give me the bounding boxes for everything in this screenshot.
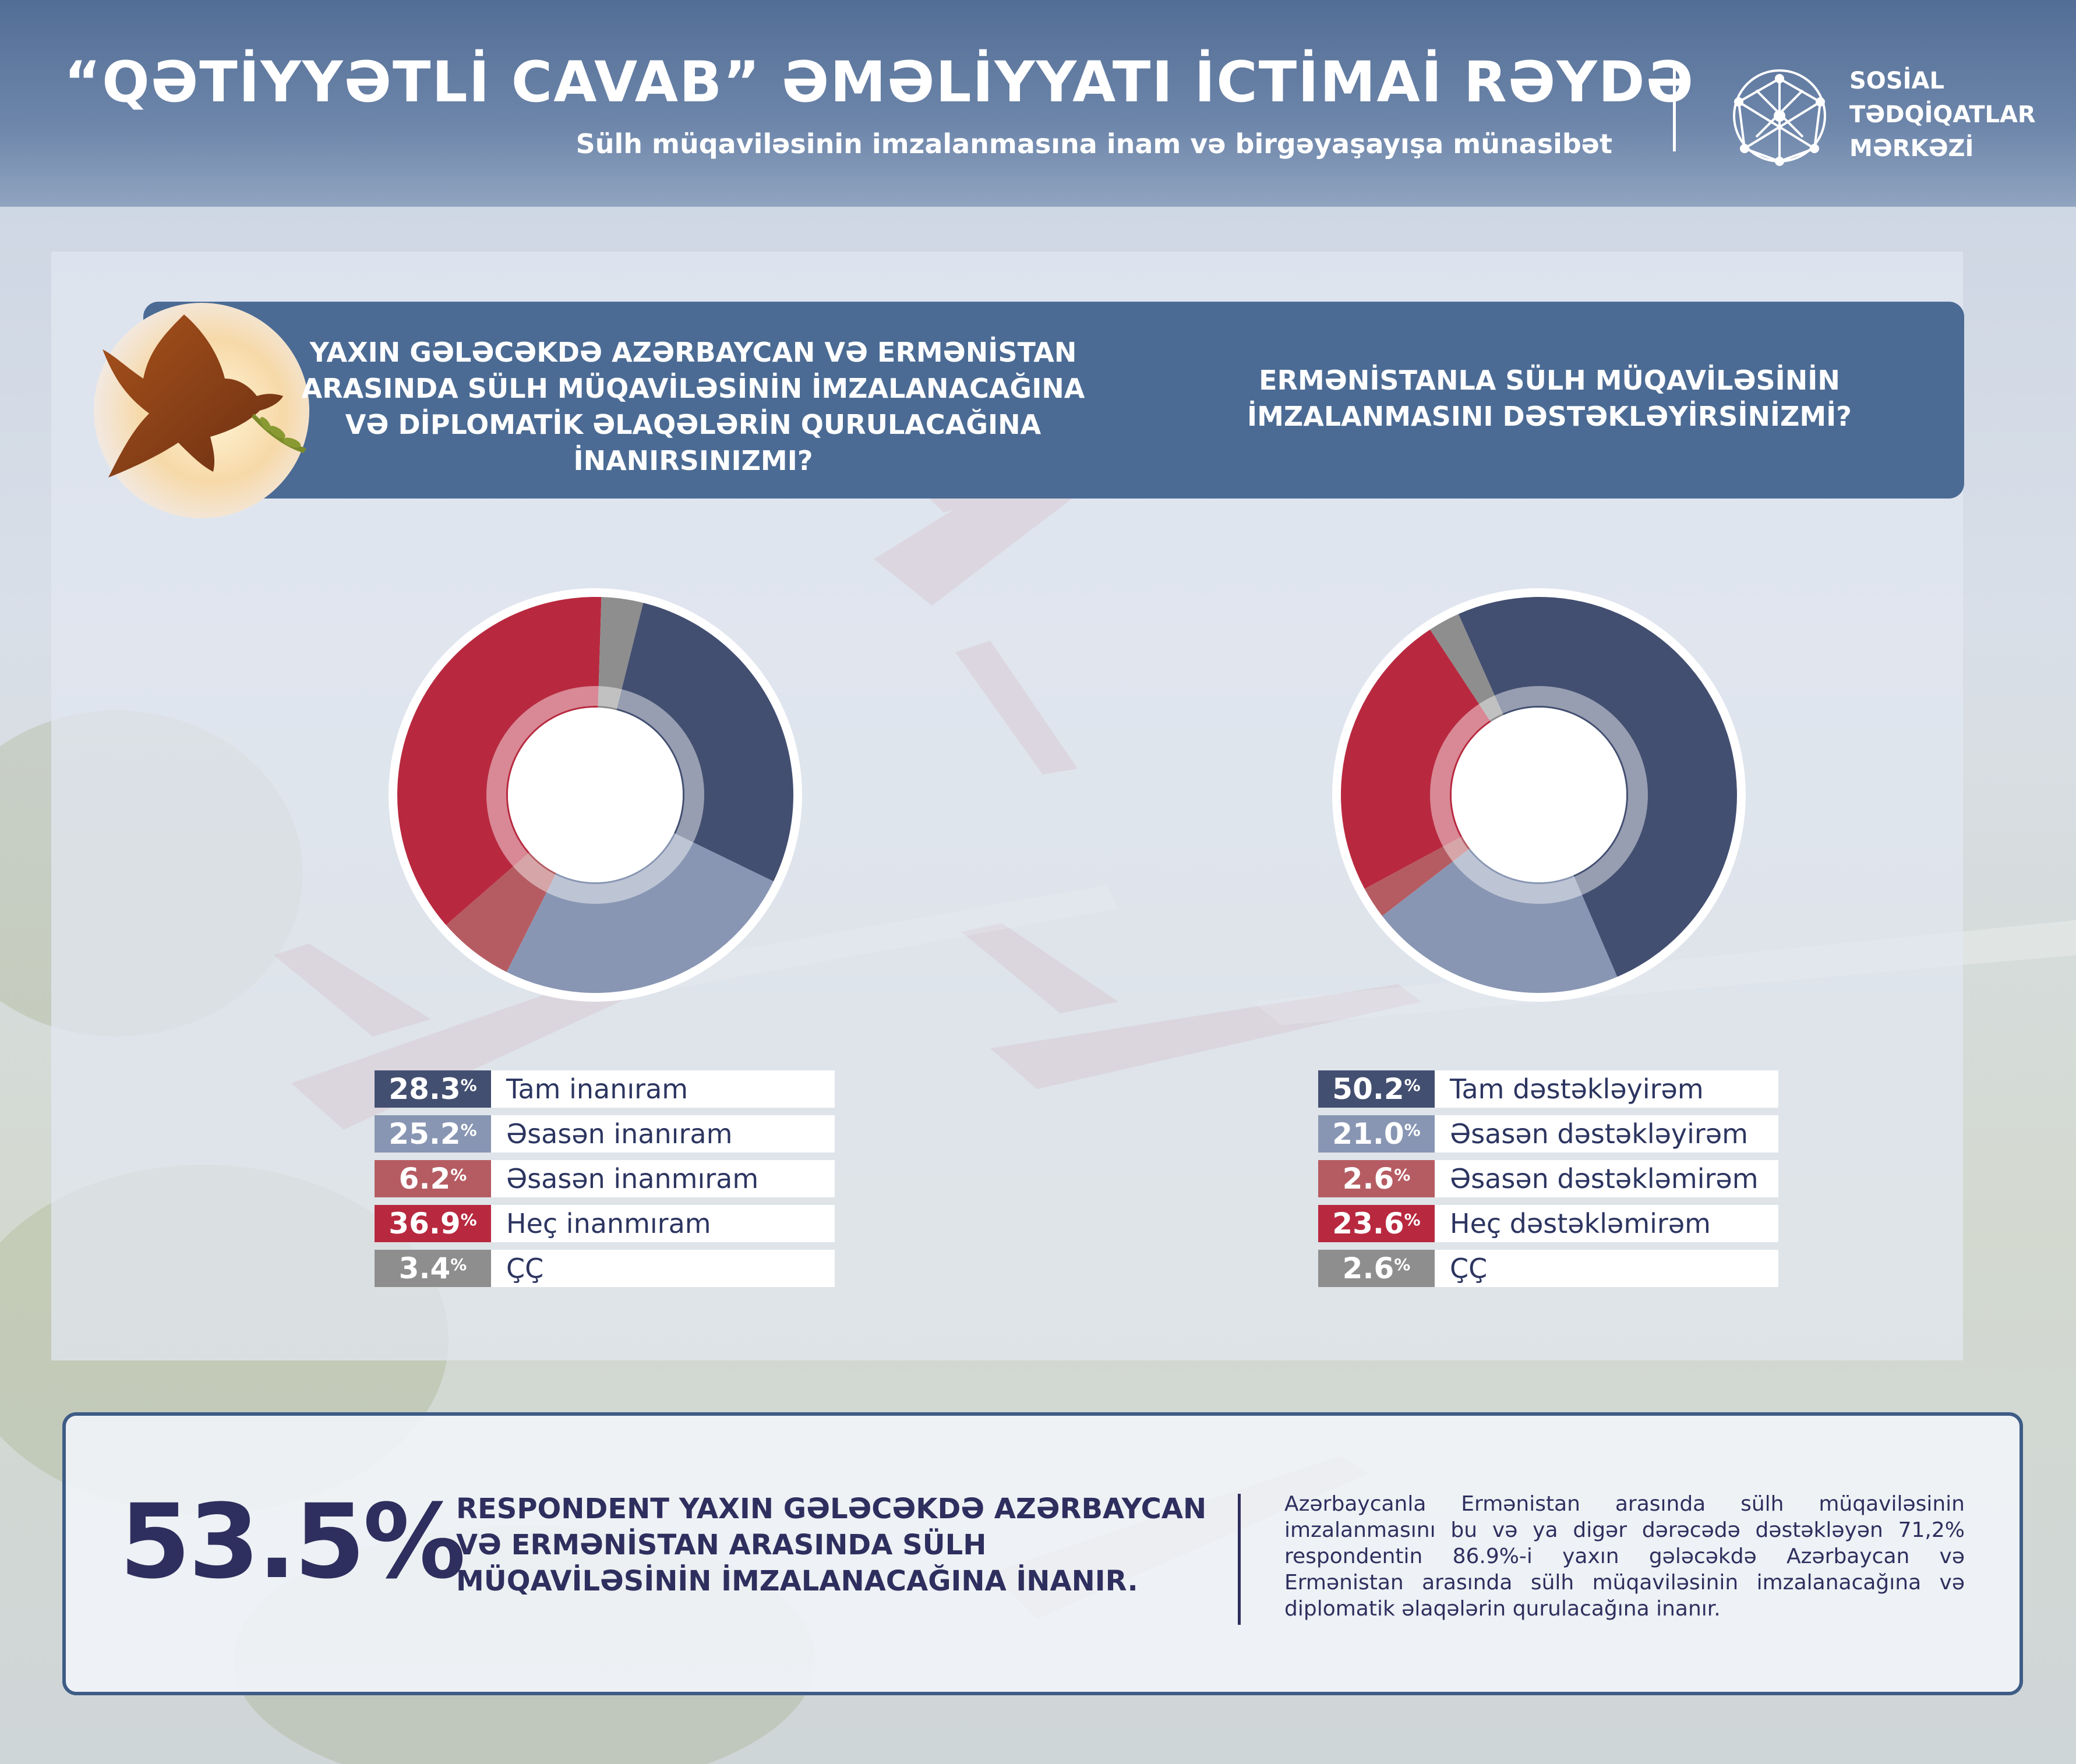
percent-unit: % <box>1404 1076 1421 1095</box>
percent-unit: % <box>460 1076 477 1095</box>
legend-label: Heç dəstəkləmirəm <box>1450 1208 1711 1239</box>
donut-slice <box>1341 630 1491 889</box>
legend-chart-2: 50.2% Tam dəstəkləyirəm 21.0% Əsasən dəstə… <box>1318 1070 1778 1295</box>
legend-value: 2.6 <box>1342 1252 1394 1285</box>
donut-slice <box>1382 848 1618 993</box>
legend-row: 3.4% ÇÇ <box>375 1250 835 1287</box>
page-subtitle: Sülh müqaviləsinin imzalanmasına inam və… <box>576 128 1612 160</box>
legend-label: Əsasən inanmıram <box>506 1163 759 1194</box>
legend-value: 36.9 <box>389 1207 461 1240</box>
donut-inner-ring <box>486 686 704 904</box>
summary-big-value: 53.5% <box>119 1482 466 1602</box>
donut-slice <box>1458 597 1737 977</box>
donut-slice <box>446 852 556 973</box>
legend-row: 28.3% Tam inanıram <box>375 1070 835 1108</box>
legend-value: 50.2 <box>1332 1072 1404 1106</box>
question-2: ERMƏNİSTANLA SÜLH MÜQAVİLƏSİNİN İMZALANM… <box>1247 365 1852 432</box>
legend-label: Tam inanıram <box>506 1073 689 1105</box>
legend-value: 23.6 <box>1332 1207 1404 1240</box>
legend-value-box: 6.2% <box>375 1160 491 1197</box>
legend-label: Əsasən dəstəkləyirəm <box>1450 1118 1748 1150</box>
legend-value: 25.2 <box>389 1117 461 1151</box>
percent-unit: % <box>460 1210 477 1229</box>
legend-value-box: 25.2% <box>375 1115 491 1153</box>
legend-value: 21.0 <box>1332 1117 1404 1151</box>
page-title: “QƏTİYYƏTLİ CAVAB” ƏMƏLİYYATI İCTİMAİ RƏ… <box>64 50 1695 115</box>
legend-value-box: 2.6% <box>1318 1160 1435 1197</box>
percent-unit: % <box>1394 1165 1411 1185</box>
donut-slice <box>397 597 602 925</box>
dove-with-olive-branch-icon <box>94 303 309 518</box>
summary-headline: RESPONDENT YAXIN GƏLƏCƏKDƏ AZƏRBAYCAN VƏ… <box>456 1493 1207 1597</box>
legend-value-box: 3.4% <box>375 1250 491 1287</box>
legend-chart-1: 28.3% Tam inanıram 25.2% Əsasən inanıram 6… <box>375 1070 835 1295</box>
legend-row: 23.6% Heç dəstəkləmirəm <box>1318 1205 1778 1242</box>
donut-hole <box>508 708 683 882</box>
legend-row: 6.2% Əsasən inanmıram <box>375 1160 835 1197</box>
legend-row: 21.0% Əsasən dəstəkləyirəm <box>1318 1115 1778 1153</box>
legend-value-box: 2.6% <box>1318 1250 1435 1287</box>
percent-unit: % <box>460 1120 477 1140</box>
percent-unit: % <box>450 1255 467 1274</box>
legend-row: 36.9% Heç inanmıram <box>375 1205 835 1242</box>
legend-value: 6.2 <box>398 1162 451 1196</box>
legend-value: 2.6 <box>1342 1162 1394 1196</box>
legend-value: 3.4 <box>398 1252 451 1285</box>
brand-line-1: SOSİAL <box>1849 68 1944 94</box>
legend-row: 2.6% Əsasən dəstəkləmirəm <box>1318 1160 1778 1197</box>
donut-slice <box>506 833 774 993</box>
donut-chart-1 <box>389 588 802 1002</box>
donut-slice <box>598 597 644 710</box>
header-divider <box>1673 67 1676 151</box>
donut-hole <box>1452 708 1626 882</box>
legend-value-box: 23.6% <box>1318 1205 1435 1242</box>
donut-slice <box>616 603 793 882</box>
summary-divider <box>1238 1494 1241 1625</box>
sphere-network-logo-icon <box>1733 69 1826 166</box>
legend-row: 50.2% Tam dəstəkləyirəm <box>1318 1070 1778 1108</box>
header-banner <box>0 0 2076 207</box>
donut-slice <box>1364 836 1470 916</box>
legend-label: Tam dəstəkləyirəm <box>1450 1073 1704 1105</box>
donut-chart-2 <box>1332 588 1746 1002</box>
legend-value-box: 21.0% <box>1318 1115 1435 1153</box>
legend-value: 28.3 <box>389 1072 461 1106</box>
donut-inner-ring <box>1430 686 1648 904</box>
brand-name: SOSİAL TƏDQİQATLAR MƏRKƏZİ <box>1849 64 2036 165</box>
legend-value-box: 28.3% <box>375 1070 491 1108</box>
brand-line-3: MƏRKƏZİ <box>1849 135 1974 162</box>
legend-value-box: 36.9% <box>375 1205 491 1242</box>
summary-text: Azərbaycanla Ermənistan arasında sülh mü… <box>1284 1492 1965 1621</box>
legend-value-box: 50.2% <box>1318 1070 1435 1108</box>
question-1: YAXIN GƏLƏCƏKDƏ AZƏRBAYCAN VƏ ERMƏNİSTAN… <box>301 337 1085 476</box>
legend-label: ÇÇ <box>1450 1253 1488 1284</box>
legend-label: Əsasən dəstəkləmirəm <box>1450 1163 1759 1194</box>
legend-row: 2.6% ÇÇ <box>1318 1250 1778 1287</box>
legend-row: 25.2% Əsasən inanıram <box>375 1115 835 1153</box>
question-bar <box>143 302 1964 499</box>
percent-unit: % <box>1394 1255 1411 1274</box>
summary-box <box>62 1412 2023 1695</box>
percent-unit: % <box>1404 1210 1421 1229</box>
brand-line-2: TƏDQİQATLAR <box>1849 101 2036 128</box>
percent-unit: % <box>1404 1120 1421 1140</box>
legend-label: ÇÇ <box>506 1253 544 1284</box>
donut-slice <box>1430 614 1503 722</box>
percent-unit: % <box>450 1165 467 1185</box>
legend-label: Heç inanmıram <box>506 1208 711 1239</box>
legend-label: Əsasən inanıram <box>506 1118 733 1150</box>
